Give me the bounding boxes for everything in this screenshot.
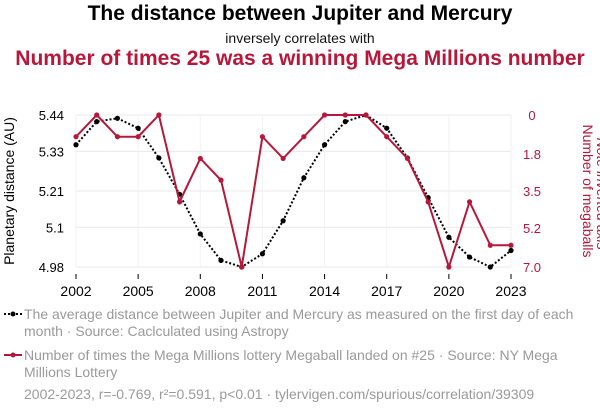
series-1-point — [301, 175, 307, 181]
series-2-point — [487, 242, 493, 248]
series-1-point — [218, 257, 224, 263]
chart-title: The distance between Jupiter and Mercury — [87, 2, 513, 25]
series-1-point — [321, 142, 328, 148]
series-1-point — [94, 119, 100, 125]
right-tick-label: 7.0 — [523, 260, 541, 275]
series-1-point — [342, 119, 348, 125]
series-1-point — [135, 125, 141, 131]
series-1-point — [384, 125, 390, 131]
series-2-point — [342, 112, 348, 118]
left-axis-label: Planetary distance (AU) — [1, 117, 17, 265]
series-1-point — [508, 247, 514, 254]
series-2-point — [259, 134, 266, 140]
series-2-point — [280, 155, 286, 162]
series-2-point — [363, 112, 369, 118]
series-2-point — [239, 264, 245, 270]
x-tick-label: 2011 — [247, 283, 277, 299]
legend-series1-symbol — [4, 311, 22, 317]
series-1-point — [114, 115, 121, 121]
series-2-point — [197, 155, 203, 162]
series-2-point — [156, 112, 162, 118]
series-2-point — [404, 155, 411, 162]
legend-series1: The average distance between Jupiter and… — [4, 306, 594, 340]
legend-series1-label: The average distance between Jupiter and… — [24, 306, 574, 339]
series-1-point — [487, 264, 493, 270]
series-2-point — [176, 199, 183, 205]
left-tick-label: 5.33 — [39, 144, 64, 159]
left-tick-label: 5.44 — [39, 108, 64, 123]
right-axis-label: Number of megaballs — [580, 124, 596, 257]
series-2-point — [301, 134, 307, 140]
footer-stats: 2002-2023, r=-0.769, r²=0.591, p<0.01 · … — [24, 386, 535, 402]
series-2-point — [425, 199, 431, 205]
series-1-line — [75, 113, 512, 269]
x-tick-label: 2005 — [123, 283, 154, 299]
series-1-point — [466, 254, 473, 260]
legend-series2-label: Number of times the Mega Millions lotter… — [24, 347, 558, 380]
series-2-point — [508, 242, 514, 248]
right-tick-label: 1.8 — [523, 147, 541, 162]
right-tick-label: 3.5 — [523, 184, 541, 199]
series-2-point — [384, 134, 390, 140]
x-tick-label: 2023 — [495, 283, 526, 299]
series-2-point — [94, 112, 100, 118]
legend-series2-symbol — [4, 352, 22, 358]
series-1-point — [156, 155, 162, 161]
x-tick-label: 2008 — [185, 283, 216, 299]
series-1-point — [73, 142, 79, 148]
series-2-point — [466, 199, 473, 205]
series-2-point — [135, 134, 141, 140]
x-tick-label: 2002 — [60, 283, 91, 299]
series-2-line — [75, 112, 511, 271]
right-tick-label: 0 — [528, 108, 535, 123]
left-tick-label: 4.98 — [39, 260, 64, 275]
chart-subtitle: Number of times 25 was a winning Mega Mi… — [15, 47, 585, 70]
x-tick-label: 2020 — [433, 283, 464, 299]
x-tick-label: 2017 — [371, 283, 402, 299]
x-tick-label: 2014 — [309, 283, 340, 299]
series-1-point — [197, 231, 203, 237]
series-2-point — [114, 134, 121, 140]
chart-connector: inversely correlates with — [225, 30, 375, 46]
right-tick-label: 5.2 — [523, 221, 541, 236]
series-1-point — [259, 251, 266, 257]
series-1-point — [446, 234, 452, 240]
series-2-point — [218, 177, 224, 183]
series-2-point — [73, 134, 79, 140]
left-tick-label: 5.21 — [39, 184, 64, 199]
right-axis-note: *Note inverted axis — [594, 132, 600, 250]
left-tick-label: 5.1 — [46, 220, 64, 235]
series-2-point — [321, 112, 328, 118]
legend-series2: Number of times the Mega Millions lotter… — [4, 347, 594, 381]
series-2-point — [446, 264, 452, 270]
series-1-point — [280, 218, 286, 224]
